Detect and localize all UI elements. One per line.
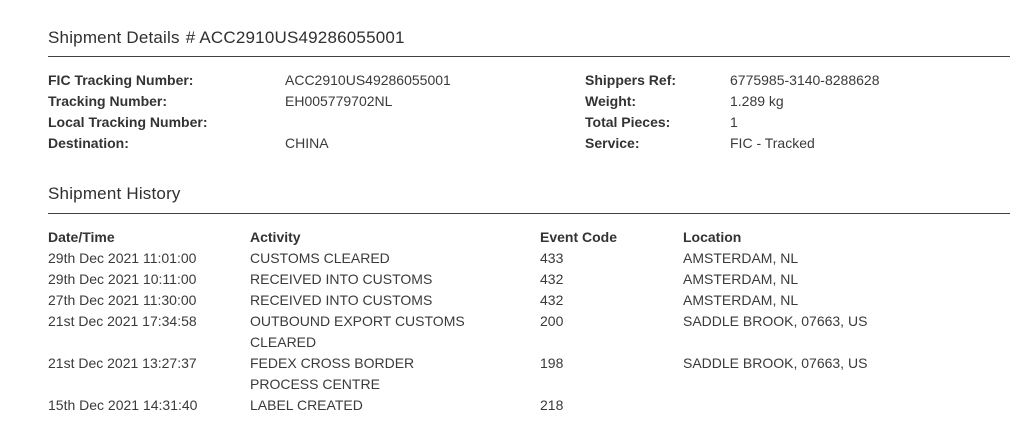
detail-label-shippers-ref: Shippers Ref: xyxy=(585,72,677,88)
detail-value-fic-tracking-number: ACC2910US49286055001 xyxy=(285,72,451,88)
detail-value-service: FIC - Tracked xyxy=(730,135,815,151)
shipment-history-heading: Shipment History xyxy=(48,184,181,203)
detail-value-shippers-ref: 6775985-3140-8288628 xyxy=(730,72,880,88)
cell-location: AMSTERDAM, NL xyxy=(683,292,799,308)
cell-event-code: 433 xyxy=(540,250,564,266)
activity-text: LABEL CREATED xyxy=(250,397,363,413)
detail-label-service: Service: xyxy=(585,135,640,151)
activity-text: OUTBOUND EXPORT CUSTOMS CLEARED xyxy=(250,313,465,350)
cell-location: SADDLE BROOK, 07663, US xyxy=(683,313,868,329)
cell-event-code: 432 xyxy=(540,271,564,287)
detail-value-destination: CHINA xyxy=(285,135,329,151)
column-header-activity: Activity xyxy=(250,229,301,245)
cell-event-code: 198 xyxy=(540,355,564,371)
detail-label-total-pieces: Total Pieces: xyxy=(585,114,671,130)
history-row: 21st Dec 2021 13:27:37 FEDEX CROSS BORDE… xyxy=(48,353,1010,395)
cell-datetime: 27th Dec 2021 11:30:00 xyxy=(48,292,197,308)
detail-label-weight: Weight: xyxy=(585,93,637,109)
history-row: 29th Dec 2021 10:11:00 RECEIVED INTO CUS… xyxy=(48,269,1010,290)
title-divider xyxy=(48,56,1010,57)
page-title: Shipment Details # ACC2910US49286055001 xyxy=(48,28,1010,48)
history-row: 21st Dec 2021 17:34:58 OUTBOUND EXPORT C… xyxy=(48,311,1010,353)
detail-value-local-tracking-number xyxy=(285,112,585,133)
detail-value-tracking-number: EH005779702NL xyxy=(285,93,393,109)
cell-activity: OUTBOUND EXPORT CUSTOMS CLEARED xyxy=(250,311,540,353)
cell-activity: FEDEX CROSS BORDER PROCESS CENTRE xyxy=(250,353,540,395)
cell-datetime: 15th Dec 2021 14:31:40 xyxy=(48,397,198,413)
cell-event-code: 200 xyxy=(540,313,564,329)
shipment-details-grid: FIC Tracking Number: ACC2910US4928605500… xyxy=(48,70,1010,154)
shipment-history-table: Date/Time Activity Event Code Location 2… xyxy=(48,227,1010,416)
detail-label-fic-tracking-number: FIC Tracking Number: xyxy=(48,72,194,88)
page-title-label: Shipment Details xyxy=(48,28,180,47)
history-row: 27th Dec 2021 11:30:00 RECEIVED INTO CUS… xyxy=(48,290,1010,311)
history-divider xyxy=(48,213,1010,214)
page-title-shipment-number: # ACC2910US49286055001 xyxy=(185,28,405,47)
shipment-details-page: Shipment Details # ACC2910US49286055001 F… xyxy=(48,28,1010,416)
cell-datetime: 29th Dec 2021 11:01:00 xyxy=(48,250,197,266)
cell-location: SADDLE BROOK, 07663, US xyxy=(683,355,868,371)
detail-label-destination: Destination: xyxy=(48,135,129,151)
history-row: 29th Dec 2021 11:01:00 CUSTOMS CLEARED 4… xyxy=(48,248,1010,269)
detail-label-local-tracking-number: Local Tracking Number: xyxy=(48,114,208,130)
cell-datetime: 21st Dec 2021 17:34:58 xyxy=(48,313,197,329)
cell-event-code: 218 xyxy=(540,397,564,413)
detail-value-weight: 1.289 kg xyxy=(730,93,784,109)
history-header-row: Date/Time Activity Event Code Location xyxy=(48,227,1010,248)
detail-value-total-pieces: 1 xyxy=(730,114,738,130)
activity-text: CUSTOMS CLEARED xyxy=(250,250,390,266)
column-header-datetime: Date/Time xyxy=(48,229,115,245)
cell-datetime: 21st Dec 2021 13:27:37 xyxy=(48,355,197,371)
cell-activity: LABEL CREATED xyxy=(250,395,540,416)
column-header-event-code: Event Code xyxy=(540,229,618,245)
cell-event-code: 432 xyxy=(540,292,564,308)
column-header-location: Location xyxy=(683,229,742,245)
detail-label-tracking-number: Tracking Number: xyxy=(48,93,168,109)
history-row: 15th Dec 2021 14:31:40 LABEL CREATED 218 xyxy=(48,395,1010,416)
cell-datetime: 29th Dec 2021 10:11:00 xyxy=(48,271,197,287)
cell-location: AMSTERDAM, NL xyxy=(683,250,799,266)
cell-activity: RECEIVED INTO CUSTOMS xyxy=(250,290,540,311)
activity-text: RECEIVED INTO CUSTOMS xyxy=(250,292,433,308)
activity-text: RECEIVED INTO CUSTOMS xyxy=(250,271,433,287)
cell-activity: CUSTOMS CLEARED xyxy=(250,248,540,269)
cell-location xyxy=(683,395,1010,416)
cell-location: AMSTERDAM, NL xyxy=(683,271,799,287)
cell-activity: RECEIVED INTO CUSTOMS xyxy=(250,269,540,290)
activity-text: FEDEX CROSS BORDER PROCESS CENTRE xyxy=(250,355,415,392)
